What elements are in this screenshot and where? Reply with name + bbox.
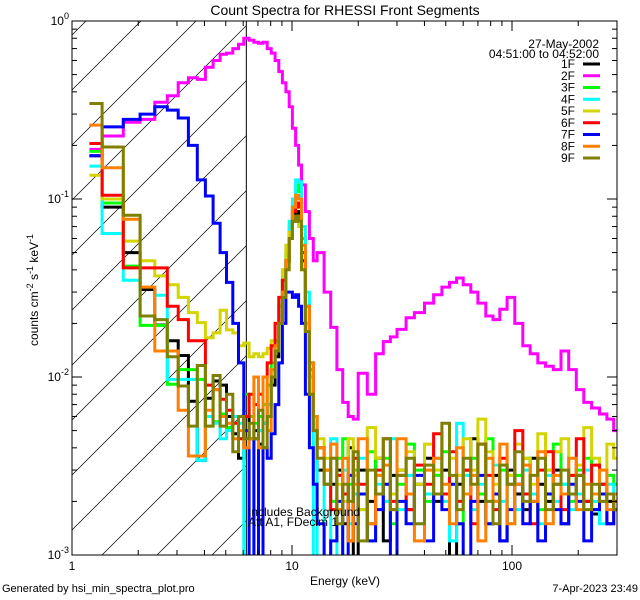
footer-timestamp: 7-Apr-2023 23:49: [552, 583, 638, 595]
y-tick-label-exponent: 0: [64, 11, 69, 21]
hatch-line: [71, 190, 247, 366]
y-label-d: -1: [25, 266, 35, 274]
y-label-b: -2: [25, 283, 35, 291]
hatch-line: [71, 245, 247, 421]
y-tick-label: 100: [51, 11, 69, 28]
series-line-9F: [89, 102, 617, 543]
legend-label-4F: 4F: [561, 92, 575, 106]
legend-label-1F: 1F: [561, 57, 575, 71]
x-tick-label: 1: [69, 559, 76, 573]
legend-label-5F: 5F: [561, 104, 575, 118]
annotation-attenuator: Att A1, FDecim 1: [248, 515, 338, 529]
legend-label-8F: 8F: [561, 139, 575, 153]
y-tick-label-exponent: -1: [61, 189, 69, 199]
y-tick-label: 10-3: [48, 545, 69, 562]
y-tick-label-base: 10: [51, 14, 65, 28]
legend-label-7F: 7F: [561, 128, 575, 142]
legend-label-6F: 6F: [561, 116, 575, 130]
y-tick-label-base: 10: [48, 192, 62, 206]
x-axis-label: Energy (keV): [310, 574, 380, 588]
y-tick-label-base: 10: [48, 548, 62, 562]
hatch-line: [71, 20, 142, 91]
y-tick-label: 10-2: [48, 367, 69, 384]
hatch-line: [101, 410, 247, 556]
axis-ticks: [71, 20, 618, 556]
footer-generated-by: Generated by hsi_min_spectra_plot.pro: [2, 583, 195, 595]
y-label-c: s: [27, 274, 41, 283]
legend-label-9F: 9F: [561, 151, 575, 165]
hatch-line: [211, 520, 247, 556]
plot-frame: [71, 20, 618, 556]
y-axis-label: counts cm-2 s-1 keV-1: [25, 234, 41, 346]
series-group: [89, 36, 617, 555]
hatch-line: [71, 20, 87, 36]
hatch-line: [156, 465, 247, 556]
legend-label-3F: 3F: [561, 81, 575, 95]
y-tick-label-exponent: -3: [61, 545, 69, 555]
y-tick-label-base: 10: [48, 370, 62, 384]
y-label-e: keV: [27, 242, 41, 266]
series-line-2F: [89, 36, 617, 433]
y-tick-label-exponent: -2: [61, 367, 69, 377]
annotation-background: Includes Background: [248, 505, 360, 519]
x-tick-label: 10: [285, 559, 299, 573]
y-tick-label: 10-1: [48, 189, 69, 206]
hatch-line: [71, 135, 247, 311]
legend-date: 27-May-2002: [528, 37, 599, 51]
hatch-line: [71, 355, 247, 531]
legend-label-2F: 2F: [561, 69, 575, 83]
y-label-f: -1: [25, 234, 35, 242]
y-label-a: counts cm: [27, 291, 41, 346]
legend-time-range: 04:51:00 to 04:52:00: [489, 47, 599, 61]
chart-title: Count Spectra for RHESSI Front Segments: [210, 2, 479, 18]
hatch-line: [71, 300, 247, 476]
x-tick-label: 100: [502, 559, 522, 573]
